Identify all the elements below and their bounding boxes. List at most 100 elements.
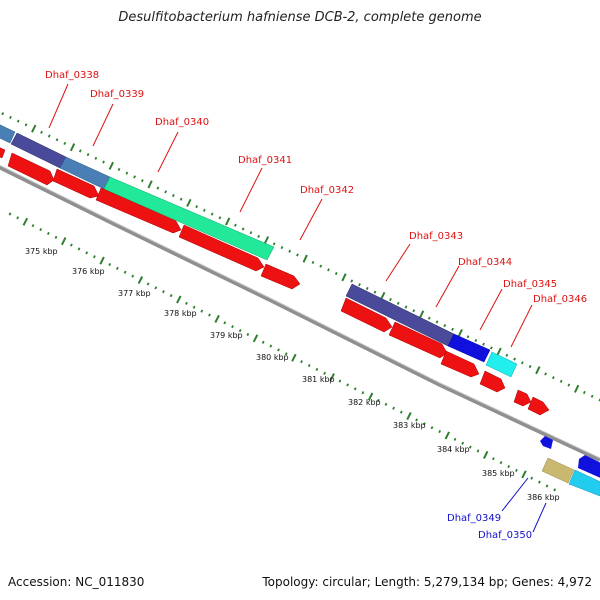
outer-tick: [365, 286, 369, 290]
gene-label-dhaf-0346[interactable]: Dhaf_0346: [533, 294, 587, 305]
outer-tick: [513, 357, 516, 361]
gene-arrow[interactable]: [178, 224, 265, 272]
inner-tick: [507, 464, 511, 469]
feature-dhaf-0338[interactable]: [0, 120, 16, 144]
inner-tick: [162, 290, 165, 294]
inner-tick: [123, 270, 127, 274]
gene-arrow[interactable]: [52, 168, 100, 199]
inner-tick: [323, 371, 327, 375]
gene-arrow[interactable]: [260, 263, 301, 290]
gene-label-dhaf-0341[interactable]: Dhaf_0341: [238, 155, 292, 166]
inner-tick: [208, 313, 211, 317]
gene-arrow[interactable]: [479, 370, 506, 393]
inner-tick: [261, 340, 265, 344]
outer-tick: [156, 186, 160, 190]
gene-label-dhaf-0340[interactable]: Dhaf_0340: [155, 117, 209, 128]
feature-dhaf-0350[interactable]: [568, 469, 600, 498]
scale-tick-label: 385 kbp: [482, 469, 515, 478]
outer-tick: [69, 143, 76, 152]
inner-tick: [8, 212, 12, 216]
inner-tick: [169, 293, 173, 298]
feature-blue-a[interactable]: [540, 436, 553, 449]
outer-tick: [334, 272, 338, 276]
outer-tick: [590, 394, 594, 398]
outer-tick: [94, 156, 98, 160]
outer-tick: [474, 338, 478, 342]
inner-tick: [315, 367, 319, 372]
scale-tick-label: 378 kbp: [164, 309, 197, 318]
outer-tick: [288, 249, 292, 253]
outer-tick: [350, 279, 354, 283]
outer-tick: [482, 342, 485, 346]
gene-arrow[interactable]: [440, 350, 480, 378]
gene-track: [0, 143, 550, 416]
outer-tick: [263, 236, 270, 245]
inner-tick: [537, 480, 541, 484]
feature-dhaf-0341[interactable]: [103, 176, 275, 261]
inner-tick: [277, 348, 280, 352]
feature-dhaf-0349[interactable]: [541, 457, 575, 484]
gene-label-dhaf-0349[interactable]: Dhaf_0349: [447, 513, 501, 524]
gene-arrow[interactable]: [388, 321, 448, 359]
inner-tick: [77, 247, 81, 251]
feature-track: [0, 120, 600, 498]
outer-tick: [574, 384, 580, 393]
outer-tick: [389, 297, 392, 302]
feature-dhaf-0343b[interactable]: [447, 333, 491, 363]
outer-tick: [86, 153, 90, 157]
outer-tick: [567, 383, 571, 387]
inner-tick: [453, 437, 457, 441]
inner-tick: [31, 224, 35, 228]
outer-tick: [466, 335, 470, 339]
outer-tick: [171, 193, 175, 198]
gene-label-dhaf-0345[interactable]: Dhaf_0345: [503, 279, 557, 290]
inner-tick: [214, 314, 220, 323]
feature-blue-b[interactable]: [578, 455, 600, 480]
gene-arrow[interactable]: [513, 389, 532, 407]
gene-label-dhaf-0343[interactable]: Dhaf_0343: [409, 231, 463, 242]
inner-tick: [269, 344, 273, 348]
inner-tick: [438, 430, 442, 434]
gene-arrow[interactable]: [7, 152, 55, 186]
outer-tick: [63, 141, 67, 146]
outer-tick: [528, 364, 532, 369]
inner-tick: [392, 406, 395, 410]
inner-tick: [491, 457, 495, 461]
gene-arrow[interactable]: [95, 187, 182, 234]
inner-tick: [115, 266, 119, 271]
inner-tick: [300, 360, 303, 364]
gene-arrow[interactable]: [0, 143, 6, 159]
accession-text: Accession: NC_011830: [8, 575, 145, 589]
outer-tick: [582, 390, 586, 395]
outer-tick: [296, 253, 299, 257]
gene-arrow[interactable]: [527, 396, 550, 416]
inner-tick-ring: [8, 212, 557, 492]
outer-tick: [249, 231, 253, 235]
inner-tick: [146, 282, 150, 286]
scale-tick-label: 380 kbp: [256, 353, 289, 362]
gene-label-dhaf-0350[interactable]: Dhaf_0350: [478, 530, 532, 541]
gene-label-dhaf-0339[interactable]: Dhaf_0339: [90, 89, 144, 100]
gene-label-dhaf-0344[interactable]: Dhaf_0344: [458, 257, 512, 268]
inner-tick: [399, 410, 403, 414]
outer-tick: [451, 327, 454, 331]
outer-tick: [125, 171, 129, 175]
outer-tick: [117, 167, 121, 171]
gene-arrow[interactable]: [340, 297, 393, 333]
gene-label-dhaf-0338[interactable]: Dhaf_0338: [45, 70, 99, 81]
outer-tick: [241, 227, 245, 231]
inner-tick: [353, 387, 357, 391]
outer-tick: [16, 119, 20, 123]
inner-tick: [367, 392, 374, 401]
outer-tick: [373, 290, 377, 294]
outer-tick: [133, 175, 137, 179]
inner-tick: [99, 256, 105, 265]
gene-label-dhaf-0342[interactable]: Dhaf_0342: [300, 185, 354, 196]
scale-tick-label: 383 kbp: [393, 421, 426, 430]
label-leaders: [48, 83, 547, 533]
outer-tick: [489, 346, 493, 350]
map-title: Desulfitobacterium hafniense DCB-2, comp…: [118, 10, 482, 25]
outer-tick: [9, 115, 12, 120]
outer-tick: [234, 223, 237, 227]
feature-dhaf-0345[interactable]: [485, 351, 518, 378]
